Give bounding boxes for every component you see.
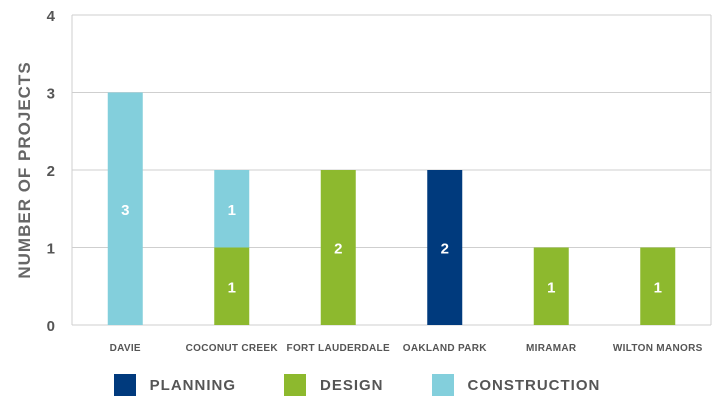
gridlines — [71, 14, 712, 326]
bar-segment — [107, 92, 143, 325]
bar-segment — [320, 170, 356, 325]
bar-segment — [533, 247, 569, 325]
data-labels: 3 1 1 2 2 1 1 — [121, 202, 662, 297]
bar-segment — [640, 247, 676, 325]
x-tick-label: COCONUT CREEK — [186, 343, 279, 354]
legend-item-design: DESIGN — [284, 374, 384, 396]
y-tick-label: 3 — [47, 86, 55, 103]
data-label: 2 — [441, 241, 449, 258]
legend-swatch-planning — [113, 374, 136, 396]
legend-label-construction: CONSTRUCTION — [467, 376, 601, 394]
y-tick-label: 1 — [47, 241, 55, 258]
bar-segment — [214, 247, 250, 325]
x-tick-label: FORT LAUDERDALE — [287, 343, 390, 354]
data-label: 3 — [121, 202, 129, 219]
y-tick-label: 4 — [47, 8, 56, 25]
bar-segment — [427, 170, 463, 325]
data-label: 1 — [228, 202, 236, 219]
y-axis-title: NUMBER OF PROJECTS — [15, 61, 34, 278]
data-label: 1 — [654, 279, 662, 296]
legend-swatch-design — [284, 374, 306, 396]
bars — [107, 92, 676, 325]
y-axis-ticks: 0 1 2 3 4 — [47, 8, 56, 335]
x-tick-label: DAVIE — [110, 343, 141, 354]
stacked-bar-chart: 0 1 2 3 4 3 1 1 2 2 1 1 DAVIE COCONUT CREEK FORT LAU… — [15, 8, 712, 354]
data-label: 1 — [547, 279, 555, 296]
x-tick-label: OAKLAND PARK — [403, 343, 487, 354]
legend-label-planning: PLANNING — [149, 376, 236, 394]
bar-segment — [214, 170, 250, 248]
x-tick-label: WILTON MANORS — [613, 343, 703, 354]
legend: PLANNING DESIGN CONSTRUCTION — [0, 374, 714, 396]
legend-swatch-construction — [431, 374, 454, 396]
x-axis-ticks: DAVIE COCONUT CREEK FORT LAUDERDALE OAKLAND… — [110, 343, 703, 354]
data-label: 2 — [334, 241, 342, 258]
data-label: 1 — [228, 279, 236, 296]
legend-item-planning: PLANNING — [113, 374, 236, 396]
legend-label-design: DESIGN — [320, 376, 384, 394]
y-tick-label: 0 — [47, 318, 55, 335]
x-tick-label: MIRAMAR — [526, 343, 577, 354]
y-tick-label: 2 — [47, 163, 55, 180]
legend-item-construction: CONSTRUCTION — [431, 374, 601, 396]
